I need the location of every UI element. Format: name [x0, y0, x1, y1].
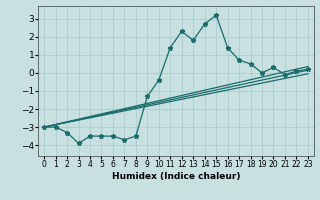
X-axis label: Humidex (Indice chaleur): Humidex (Indice chaleur)	[112, 172, 240, 181]
